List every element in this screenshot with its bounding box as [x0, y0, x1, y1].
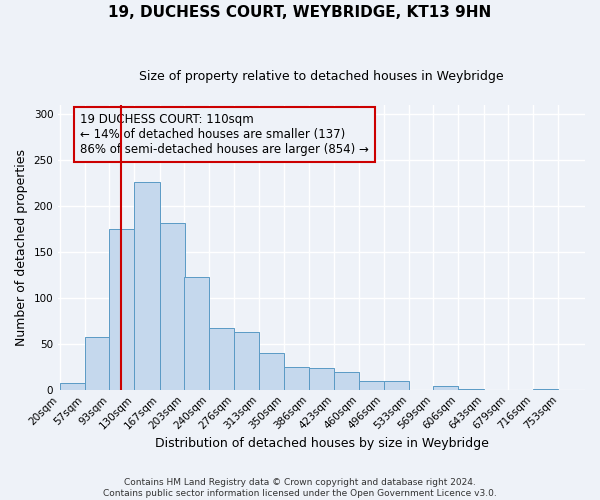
- Bar: [433, 386, 458, 390]
- Bar: [308, 368, 334, 390]
- Bar: [85, 338, 110, 390]
- Bar: [259, 353, 284, 390]
- Bar: [284, 367, 310, 390]
- Bar: [234, 332, 259, 390]
- Bar: [109, 229, 134, 390]
- Bar: [160, 224, 185, 390]
- Bar: [184, 277, 209, 390]
- Bar: [359, 380, 384, 390]
- Bar: [334, 372, 359, 390]
- Title: Size of property relative to detached houses in Weybridge: Size of property relative to detached ho…: [139, 70, 504, 83]
- Bar: [458, 389, 484, 390]
- Bar: [209, 328, 235, 390]
- Text: Contains HM Land Registry data © Crown copyright and database right 2024.
Contai: Contains HM Land Registry data © Crown c…: [103, 478, 497, 498]
- Text: 19 DUCHESS COURT: 110sqm
← 14% of detached houses are smaller (137)
86% of semi-: 19 DUCHESS COURT: 110sqm ← 14% of detach…: [80, 114, 369, 156]
- Bar: [533, 389, 559, 390]
- Y-axis label: Number of detached properties: Number of detached properties: [15, 149, 28, 346]
- Bar: [134, 182, 160, 390]
- X-axis label: Distribution of detached houses by size in Weybridge: Distribution of detached houses by size …: [155, 437, 488, 450]
- Bar: [59, 384, 85, 390]
- Bar: [383, 382, 409, 390]
- Text: 19, DUCHESS COURT, WEYBRIDGE, KT13 9HN: 19, DUCHESS COURT, WEYBRIDGE, KT13 9HN: [109, 5, 491, 20]
